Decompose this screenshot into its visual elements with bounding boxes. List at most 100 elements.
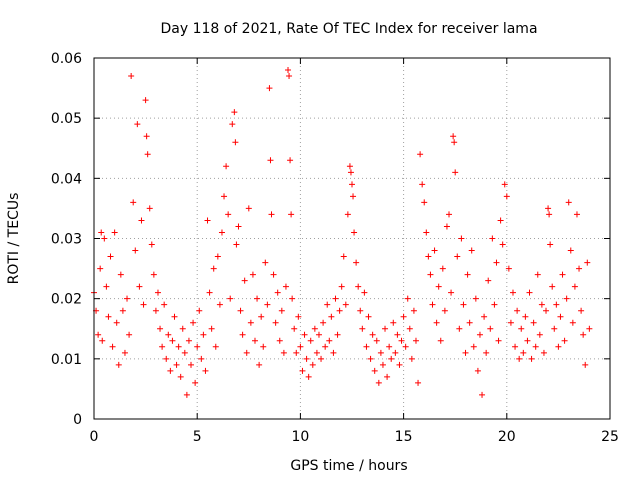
data-point [524, 337, 531, 344]
data-point [278, 307, 285, 314]
data-point [169, 337, 176, 344]
data-point [536, 331, 543, 338]
data-point [313, 349, 320, 356]
data-point [448, 289, 455, 296]
data-point [232, 139, 239, 146]
data-point [165, 331, 172, 338]
data-point [398, 337, 405, 344]
x-tick-label: 0 [90, 429, 99, 445]
data-point [377, 349, 384, 356]
data-point [483, 349, 490, 356]
data-point [565, 199, 572, 206]
data-point [192, 379, 199, 386]
data-point [586, 325, 593, 332]
data-point [190, 319, 197, 326]
data-point [276, 337, 283, 344]
data-point [375, 379, 382, 386]
data-point [466, 319, 473, 326]
data-point [567, 247, 574, 254]
data-point [256, 361, 263, 368]
data-point [371, 367, 378, 374]
data-point [101, 235, 108, 242]
data-point [427, 271, 434, 278]
data-point [402, 343, 409, 350]
data-point [154, 289, 161, 296]
data-point [532, 343, 539, 350]
data-point [173, 361, 180, 368]
data-point [400, 313, 407, 320]
data-point [373, 337, 380, 344]
data-point [472, 295, 479, 302]
y-tick-label: 0.04 [51, 171, 82, 187]
data-point [493, 259, 500, 266]
data-point [280, 349, 287, 356]
data-point [223, 163, 230, 170]
data-point [347, 169, 354, 176]
data-point [185, 337, 192, 344]
x-tick-label: 15 [395, 429, 413, 445]
data-point [305, 373, 312, 380]
data-point [503, 193, 510, 200]
data-point [450, 133, 457, 140]
data-point [291, 325, 298, 332]
data-point [157, 325, 164, 332]
data-point [267, 157, 274, 164]
data-point [479, 391, 486, 398]
data-point [324, 301, 331, 308]
axes: 0 5 10 15 20 25 0 0.01 0.02 0.03 0.04 0.05 0.06 [51, 51, 619, 445]
data-point [301, 331, 308, 338]
data-point [268, 211, 275, 218]
grid [94, 58, 610, 419]
x-tick-label: 20 [498, 429, 516, 445]
y-tick-label: 0.03 [51, 232, 82, 248]
data-point [146, 205, 153, 212]
x-tick-label: 5 [193, 429, 202, 445]
data-point [351, 229, 358, 236]
data-point [235, 223, 242, 230]
data-point [404, 295, 411, 302]
data-point [107, 253, 114, 260]
data-point [183, 391, 190, 398]
data-point [144, 151, 151, 158]
data-point [264, 301, 271, 308]
data-point [540, 349, 547, 356]
data-point [218, 229, 225, 236]
data-point [338, 283, 345, 290]
data-point [105, 313, 112, 320]
data-point [210, 265, 217, 272]
data-point [143, 133, 150, 140]
data-point [464, 271, 471, 278]
data-point [161, 301, 168, 308]
data-point [212, 343, 219, 350]
data-point [569, 319, 576, 326]
data-point [196, 307, 203, 314]
data-point [549, 283, 556, 290]
data-point [571, 283, 578, 290]
data-point [425, 253, 432, 260]
data-point [227, 295, 234, 302]
data-point [559, 271, 566, 278]
plot-frame [93, 57, 611, 420]
data-point [315, 331, 322, 338]
data-point [289, 295, 296, 302]
data-point [584, 259, 591, 266]
data-point [204, 217, 211, 224]
data-point [346, 163, 353, 170]
data-point [353, 259, 360, 266]
data-point [423, 229, 430, 236]
data-point [241, 277, 248, 284]
data-point [357, 307, 364, 314]
data-point [509, 289, 516, 296]
data-point [307, 337, 314, 344]
data-point [282, 283, 289, 290]
data-point [117, 271, 124, 278]
data-point [130, 199, 137, 206]
data-point [200, 331, 207, 338]
data-point [382, 325, 389, 332]
data-point [538, 301, 545, 308]
y-tick-label: 0 [73, 412, 82, 428]
data-point [237, 307, 244, 314]
data-point [419, 181, 426, 188]
data-point [159, 343, 166, 350]
data-point [245, 205, 252, 212]
